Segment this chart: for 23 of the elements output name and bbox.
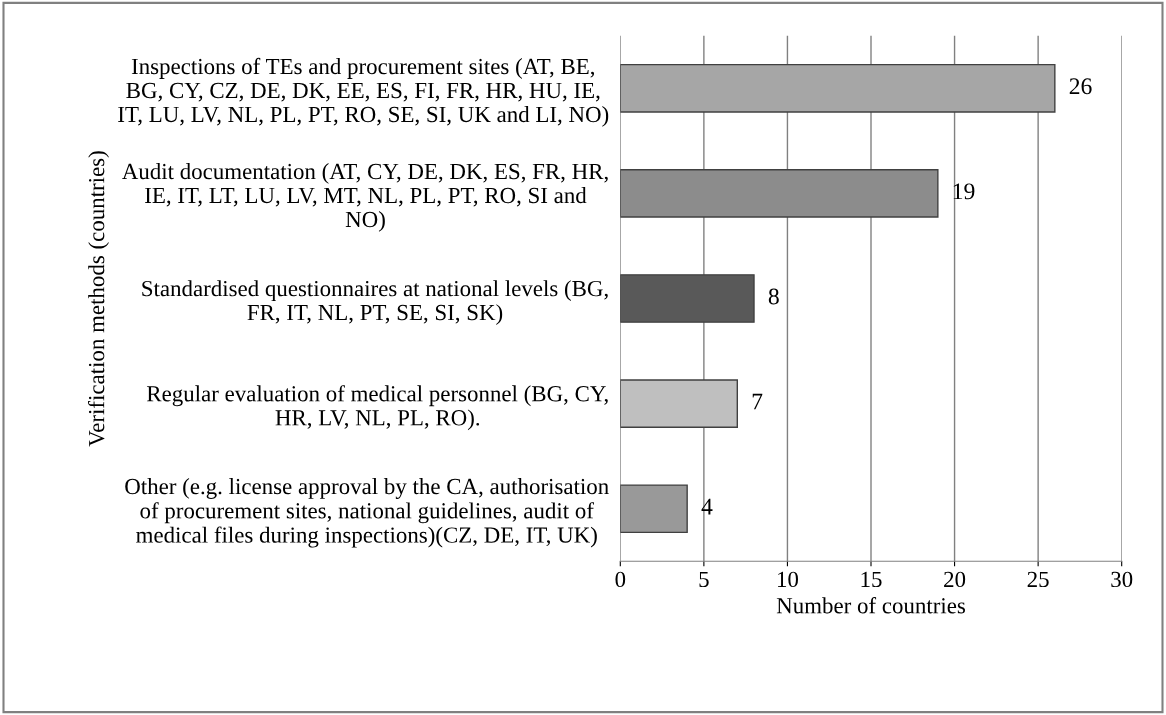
bar: [620, 63, 1056, 113]
y-tick-label: Audit documentation (AT, CY, DE, DK, ES, FR, HR, IE, IT, LT, LU, LV, MT, NL, PL, PT, RO, SI and NO): [122, 163, 608, 232]
x-tick-label: 20: [944, 571, 966, 588]
x-axis-title: Number of countries: [776, 597, 965, 614]
x-tick-label: 5: [699, 571, 709, 588]
y-tick-label: Standardised questionnaires at national levels (BG, FR, IT, NL, PT, SE, SI, SK): [142, 280, 608, 325]
bar: [620, 484, 688, 534]
x-tick-label: 25: [1027, 571, 1049, 588]
x-tick-label: 0: [615, 571, 626, 588]
x-tick-label: 15: [861, 571, 882, 588]
data-label: 8: [768, 288, 779, 305]
y-tick-label: Regular evaluation of medical personnel (BG, CY, HR, LV, NL, PL, RO).: [146, 385, 608, 431]
bar: [620, 379, 738, 428]
data-label: 26: [1069, 78, 1092, 95]
data-label: 19: [953, 183, 975, 200]
bar: [620, 274, 755, 323]
data-label: 4: [701, 498, 713, 515]
x-tick-label: 10: [778, 571, 799, 588]
x-tick-label: 30: [1111, 571, 1133, 588]
data-label: 7: [752, 393, 763, 410]
y-tick-label: Inspections of TEs and procurement sites (AT, BE, BG, CY, CZ, DE, DK, EE, ES, FI, FR, HR, HU, IE, IT, LU, LV, NL, PL, PT, RO, SE, SI, UK and LI, NO): [118, 57, 609, 127]
y-axis-title: Verification methods (countries): [87, 151, 109, 447]
y-tick-label: Other (e.g. license approval by the CA, authorisation of procurement sites, national guidelines, audit of medical files during inspections)(CZ, DE, IT, UK): [125, 478, 609, 548]
